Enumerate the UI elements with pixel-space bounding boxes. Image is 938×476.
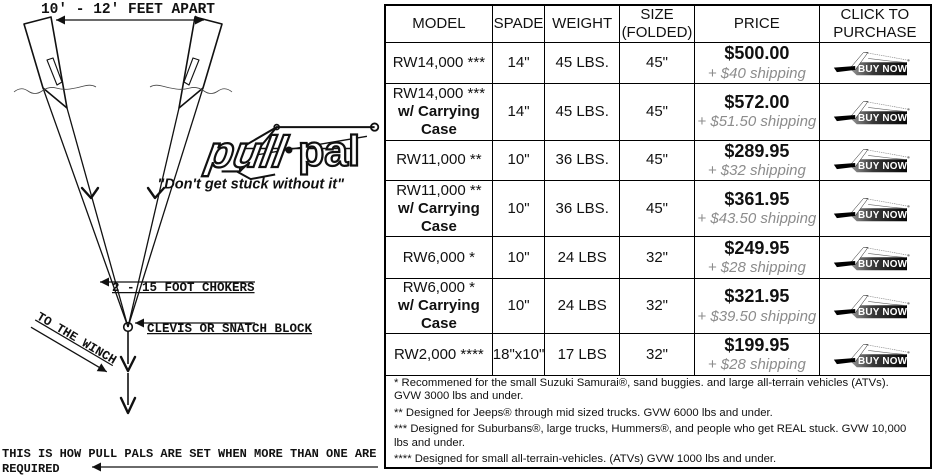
svg-text:10' - 12' FEET APART: 10' - 12' FEET APART bbox=[41, 2, 215, 18]
svg-text:pull: pull bbox=[202, 128, 292, 177]
svg-text:"Don't get stuck without it": "Don't get stuck without it" bbox=[157, 176, 345, 192]
svg-text:2 - 15 FOOT CHOKERS: 2 - 15 FOOT CHOKERS bbox=[112, 281, 255, 295]
svg-text:CLEVIS OR SNATCH BLOCK: CLEVIS OR SNATCH BLOCK bbox=[147, 322, 313, 336]
svg-text:TO THE WINCH: TO THE WINCH bbox=[34, 310, 119, 368]
svg-text:pal: pal bbox=[298, 127, 360, 175]
svg-text:REQUIRED: REQUIRED bbox=[2, 462, 60, 476]
svg-text:THIS IS HOW PULL PALS ARE SET: THIS IS HOW PULL PALS ARE SET WHEN MORE … bbox=[2, 447, 376, 461]
